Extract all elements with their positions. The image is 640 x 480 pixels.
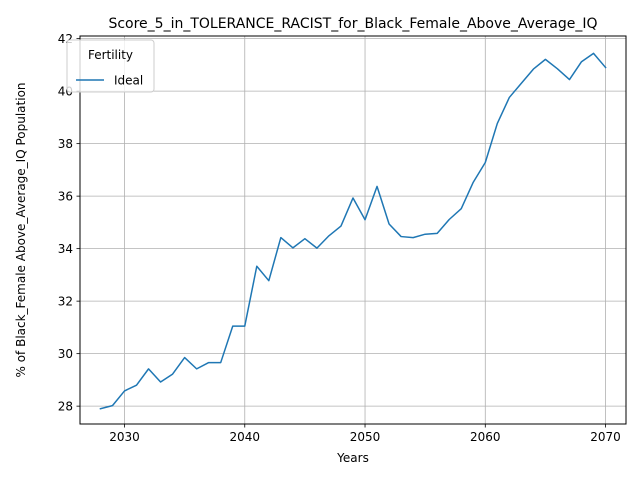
y-tick-label: 28 xyxy=(58,400,73,414)
legend-box xyxy=(66,39,155,93)
x-tick-label: 2030 xyxy=(109,430,140,444)
x-axis-ticks: 2030 2040 2050 2060 2070 xyxy=(109,424,621,444)
y-tick-label: 38 xyxy=(58,137,73,151)
x-tick-label: 2060 xyxy=(470,430,501,444)
y-tick-label: 30 xyxy=(58,347,73,361)
legend-label-ideal: Ideal xyxy=(114,74,143,88)
x-tick-label: 2050 xyxy=(350,430,381,444)
x-tick-label: 2070 xyxy=(590,430,621,444)
y-tick-label: 32 xyxy=(58,295,73,309)
y-tick-label: 36 xyxy=(58,190,73,204)
series-line-ideal xyxy=(99,52,607,410)
x-axis-label: Years xyxy=(336,451,369,465)
series-layer xyxy=(99,52,607,410)
legend: Fertility Ideal xyxy=(66,39,155,93)
grid-lines xyxy=(80,36,626,424)
x-tick-label: 2040 xyxy=(229,430,260,444)
plot-area xyxy=(80,36,626,424)
y-tick-label: 34 xyxy=(58,242,73,256)
y-axis-label: % of Black_Female Above_Average_IQ Popul… xyxy=(14,82,28,377)
legend-title: Fertility xyxy=(88,48,133,62)
plot-frame xyxy=(79,35,627,425)
chart-title: Score_5_in_TOLERANCE_RACIST_for_Black_Fe… xyxy=(108,16,597,32)
